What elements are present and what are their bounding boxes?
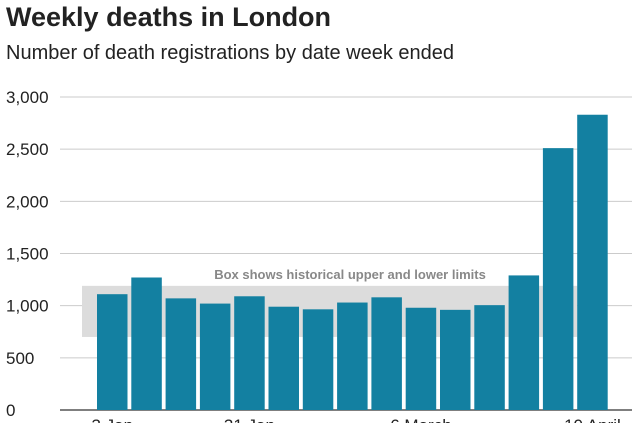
y-tick-label: 2,500	[6, 140, 49, 159]
bar	[542, 148, 574, 410]
band-annotation: Box shows historical upper and lower lim…	[214, 267, 486, 282]
bar	[302, 309, 334, 410]
y-tick-label: 500	[6, 349, 34, 368]
bar	[371, 297, 402, 410]
x-tick-label: 10 April	[564, 416, 621, 423]
y-tick-label: 1,000	[6, 297, 49, 316]
bar	[508, 275, 540, 410]
y-tick-label: 0	[6, 401, 15, 420]
bar	[337, 302, 368, 410]
bar	[577, 114, 608, 410]
y-tick-label: 2,000	[6, 192, 49, 211]
x-tick-label: 6 March	[390, 416, 451, 423]
y-tick-label: 3,000	[6, 88, 49, 107]
x-tick-label: 31 Jan	[224, 416, 275, 423]
bar	[165, 298, 197, 410]
bar	[97, 294, 128, 410]
bar	[131, 277, 162, 410]
bar	[199, 303, 231, 410]
chart-title: Weekly deaths in London	[6, 2, 332, 32]
bar	[268, 306, 299, 410]
chart-subtitle: Number of death registrations by date we…	[6, 42, 455, 64]
y-tick-label: 1,500	[6, 245, 49, 264]
bar	[405, 307, 437, 410]
bar	[234, 296, 265, 410]
x-tick-label: 3 Jan	[91, 416, 133, 423]
bar	[440, 309, 471, 410]
bar	[474, 305, 505, 410]
